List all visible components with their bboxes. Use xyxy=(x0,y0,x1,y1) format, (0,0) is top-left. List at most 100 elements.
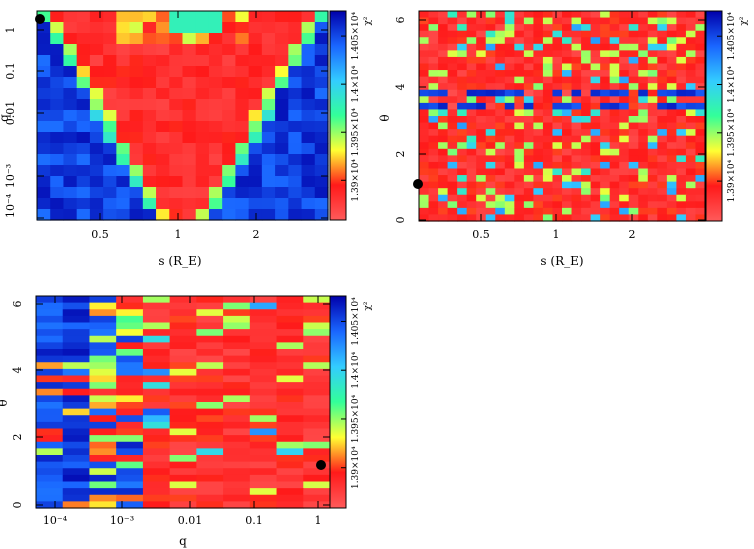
heatmap-cell xyxy=(523,89,534,97)
heatmap-cell xyxy=(476,201,487,209)
heatmap-cell xyxy=(600,194,611,202)
heatmap-cell xyxy=(685,70,697,78)
heatmap-cell xyxy=(676,161,687,170)
heatmap-cell xyxy=(476,76,487,84)
heatmap-cell xyxy=(156,121,170,133)
heatmap-cell xyxy=(36,455,64,463)
heatmap-cell xyxy=(303,349,331,357)
heatmap-cell xyxy=(552,148,563,156)
heatmap-cell xyxy=(62,355,91,363)
x-axis-label: q xyxy=(179,534,187,548)
heatmap-cell xyxy=(438,168,449,176)
heatmap-cell xyxy=(276,302,304,310)
heatmap-cell xyxy=(447,135,458,143)
heatmap-cell xyxy=(303,481,331,489)
heatmap-cell xyxy=(638,63,649,71)
heatmap-cell xyxy=(676,56,687,65)
heatmap-cell xyxy=(169,176,184,188)
heatmap-cell xyxy=(222,55,237,67)
heatmap-cell xyxy=(142,121,157,133)
heatmap-cell xyxy=(116,481,144,489)
heatmap-cell xyxy=(182,143,197,155)
heatmap-cell xyxy=(638,50,649,58)
heatmap-cell xyxy=(116,154,131,166)
heatmap-cell xyxy=(103,110,117,122)
heatmap-cell xyxy=(695,76,706,84)
heatmap-cell xyxy=(476,24,487,32)
heatmap-cell xyxy=(638,181,649,189)
heatmap-cell xyxy=(142,435,171,443)
y-tick-label: 6 xyxy=(11,301,24,308)
heatmap-cell xyxy=(89,335,117,343)
heatmap-cell xyxy=(89,143,104,155)
heatmap-cell xyxy=(314,22,329,34)
heatmap-cell xyxy=(89,342,117,350)
heatmap-cell xyxy=(288,88,303,100)
heatmap-cell xyxy=(581,37,592,45)
heatmap-cell xyxy=(36,402,64,410)
heatmap-cell xyxy=(600,181,611,189)
heatmap-cell xyxy=(50,121,65,133)
heatmap-cell xyxy=(514,207,525,216)
heatmap-cell xyxy=(249,315,278,324)
heatmap-cell xyxy=(581,181,592,189)
heatmap-cell xyxy=(182,99,197,111)
heatmap-cell xyxy=(438,37,449,45)
heatmap-cell xyxy=(657,109,668,117)
heatmap-cell xyxy=(647,155,658,163)
heatmap-cell xyxy=(419,214,430,222)
heatmap-cell xyxy=(657,56,668,65)
heatmap-cell xyxy=(222,77,237,89)
heatmap-cell xyxy=(303,402,331,410)
heatmap-cell xyxy=(504,37,515,45)
heatmap-cell xyxy=(590,24,601,32)
heatmap-cell xyxy=(223,501,251,509)
heatmap-cell xyxy=(169,468,197,476)
y-axis-label: q xyxy=(0,114,11,122)
heatmap-cell xyxy=(169,408,197,416)
heatmap-cell xyxy=(116,309,144,317)
heatmap-cell xyxy=(628,24,639,32)
heatmap-cell xyxy=(533,207,544,216)
heatmap-cell xyxy=(619,194,630,202)
heatmap-cell xyxy=(590,109,601,117)
heatmap-cell xyxy=(685,155,697,163)
heatmap-cell xyxy=(235,154,250,166)
heatmap-cell xyxy=(457,175,468,183)
heatmap-cell xyxy=(533,17,544,25)
colorbar xyxy=(705,10,723,222)
heatmap-cell xyxy=(685,17,697,25)
heatmap-cell xyxy=(428,175,439,183)
x-tick-label: 2 xyxy=(629,228,636,241)
heatmap-cell xyxy=(476,17,487,25)
heatmap-cell xyxy=(196,441,224,449)
heatmap-cell xyxy=(619,63,630,71)
heatmap-cell xyxy=(628,201,639,209)
heatmap-cell xyxy=(50,33,65,45)
heatmap-cell xyxy=(523,129,534,137)
heatmap-cell xyxy=(169,55,184,67)
heatmap-cell xyxy=(676,201,687,209)
heatmap-cell xyxy=(647,56,658,65)
panel-s-q: 0.5 1 2 10⁻⁴ 10⁻³ 0.01 0.1 1 s (R_E) q xyxy=(0,10,329,268)
heatmap-cell xyxy=(457,201,468,209)
heatmap-cell xyxy=(248,176,263,188)
heatmap-cell xyxy=(647,76,658,84)
heatmap-cell xyxy=(628,63,639,71)
heatmap-cell xyxy=(495,83,506,91)
heatmap-cell xyxy=(275,11,289,23)
heatmap-cell xyxy=(142,494,171,502)
heatmap-cell xyxy=(600,50,611,58)
heatmap-cell xyxy=(619,56,630,65)
heatmap-cell xyxy=(169,309,197,317)
heatmap-cell xyxy=(142,33,157,45)
heatmap-cell xyxy=(590,181,601,189)
heatmap-cell xyxy=(504,70,515,78)
heatmap-cell xyxy=(261,198,276,210)
heatmap-cell xyxy=(276,388,304,396)
heatmap-cell xyxy=(63,121,78,133)
heatmap-cell xyxy=(638,194,649,202)
heatmap-cell xyxy=(36,441,64,449)
heatmap-cell xyxy=(609,188,620,196)
heatmap-cell xyxy=(562,188,573,196)
